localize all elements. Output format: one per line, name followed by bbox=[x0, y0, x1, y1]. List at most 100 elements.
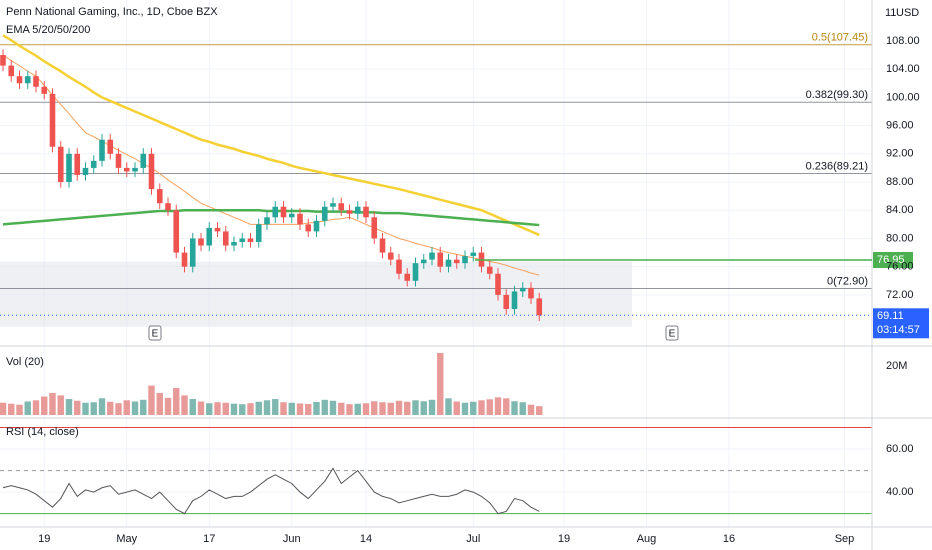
volume-bar bbox=[197, 401, 205, 415]
candle-body bbox=[57, 146, 64, 183]
candle-body bbox=[363, 206, 369, 218]
volume-bar bbox=[263, 400, 271, 415]
volume-bar bbox=[214, 402, 221, 415]
volume-bar bbox=[181, 395, 188, 415]
last-price-box bbox=[873, 308, 929, 339]
candle-body bbox=[214, 227, 221, 232]
volume-bar bbox=[404, 401, 411, 415]
candle-body bbox=[181, 252, 188, 267]
candle-body bbox=[338, 203, 345, 211]
candle-body bbox=[264, 217, 270, 225]
volume-bar bbox=[362, 403, 370, 415]
volume-bar bbox=[90, 402, 97, 415]
volume-bar bbox=[115, 403, 122, 415]
indicator-label: EMA 5/20/50/200 bbox=[6, 24, 90, 36]
volume-bar bbox=[453, 401, 460, 415]
candle-body bbox=[288, 213, 295, 218]
candle-body bbox=[247, 238, 254, 242]
rsi-line bbox=[2, 467, 540, 515]
y-tick-label: 88.00 bbox=[886, 176, 914, 188]
candle-body bbox=[346, 210, 353, 214]
volume-bar bbox=[445, 398, 452, 415]
volume-bar bbox=[98, 398, 106, 415]
candle-body bbox=[297, 213, 303, 225]
rsi-title: RSI (14, close) bbox=[6, 426, 79, 438]
volume-bar bbox=[437, 352, 444, 415]
y-tick-label: 104.00 bbox=[886, 63, 920, 75]
candle-body bbox=[74, 153, 81, 175]
volume-bar bbox=[511, 401, 518, 415]
range-zone bbox=[0, 261, 632, 327]
candle-body bbox=[16, 76, 23, 84]
candle-body bbox=[82, 167, 89, 175]
earnings-label: E bbox=[669, 329, 676, 340]
volume-bar bbox=[247, 403, 254, 415]
countdown: 03:14:57 bbox=[877, 324, 920, 336]
volume-bar bbox=[329, 400, 337, 415]
candle-body bbox=[272, 206, 279, 218]
volume-bar bbox=[32, 400, 40, 415]
candle-body bbox=[189, 238, 196, 267]
price-label-box bbox=[873, 251, 913, 268]
candle-body bbox=[503, 294, 510, 310]
badge: 11 bbox=[885, 7, 896, 19]
y-tick-label: 100.00 bbox=[886, 91, 920, 103]
volume-bar bbox=[379, 402, 386, 415]
volume-bar bbox=[470, 401, 477, 415]
volume-bar bbox=[107, 401, 114, 415]
volume-bar bbox=[321, 399, 328, 415]
volume-bar bbox=[148, 385, 155, 415]
candle-body bbox=[8, 65, 15, 77]
volume-bar bbox=[494, 397, 502, 415]
volume-bar bbox=[346, 404, 353, 415]
x-tick-label: 19 bbox=[38, 533, 50, 545]
candle-body bbox=[99, 139, 105, 161]
volume-bar bbox=[255, 401, 262, 415]
volume-bar bbox=[82, 402, 89, 415]
candle-body bbox=[140, 153, 147, 168]
candle-body bbox=[115, 153, 122, 168]
y-tick-label: 80.00 bbox=[886, 232, 914, 244]
volume-bar bbox=[519, 402, 526, 415]
volume-bar bbox=[65, 399, 73, 415]
volume-bar bbox=[387, 402, 394, 415]
candle-body bbox=[412, 263, 419, 281]
y-tick-label: 72.00 bbox=[886, 289, 914, 301]
volume-bar bbox=[354, 403, 361, 415]
candle-body bbox=[206, 227, 213, 246]
volume-title: Vol (20) bbox=[6, 356, 44, 368]
last-price-label: 69.11 bbox=[877, 310, 904, 322]
volume-bar bbox=[536, 406, 543, 415]
volume-bar bbox=[230, 403, 238, 415]
plot bbox=[0, 34, 872, 515]
volume-bar bbox=[478, 400, 485, 415]
volume-bar bbox=[140, 399, 147, 415]
volume-bar bbox=[420, 401, 427, 415]
x-tick-label: Sep bbox=[835, 533, 855, 545]
candle-body bbox=[90, 160, 97, 168]
candle-body bbox=[313, 220, 320, 232]
volume-bar bbox=[74, 400, 81, 415]
candle-body bbox=[231, 241, 237, 246]
x-tick-label: 14 bbox=[360, 533, 372, 545]
volume-bar bbox=[371, 401, 378, 415]
candle-body bbox=[198, 238, 204, 246]
ema-line bbox=[2, 34, 540, 237]
candle-body bbox=[24, 76, 31, 84]
volume-bar bbox=[280, 402, 287, 415]
volume-bar bbox=[8, 403, 15, 415]
candle-body bbox=[165, 203, 171, 211]
y-tick-label: 20M bbox=[886, 360, 907, 372]
candle-body bbox=[156, 189, 163, 204]
candle-body bbox=[453, 259, 460, 264]
earnings-marker[interactable] bbox=[148, 325, 162, 341]
candle-body bbox=[519, 287, 526, 292]
y-tick-label: 84.00 bbox=[886, 204, 914, 216]
earnings-marker[interactable] bbox=[665, 325, 679, 341]
candle-body bbox=[462, 256, 468, 264]
candle-body bbox=[536, 298, 543, 316]
candle-body bbox=[379, 238, 386, 253]
x-tick-label: Jul bbox=[466, 533, 480, 545]
candle-body bbox=[33, 76, 39, 87]
